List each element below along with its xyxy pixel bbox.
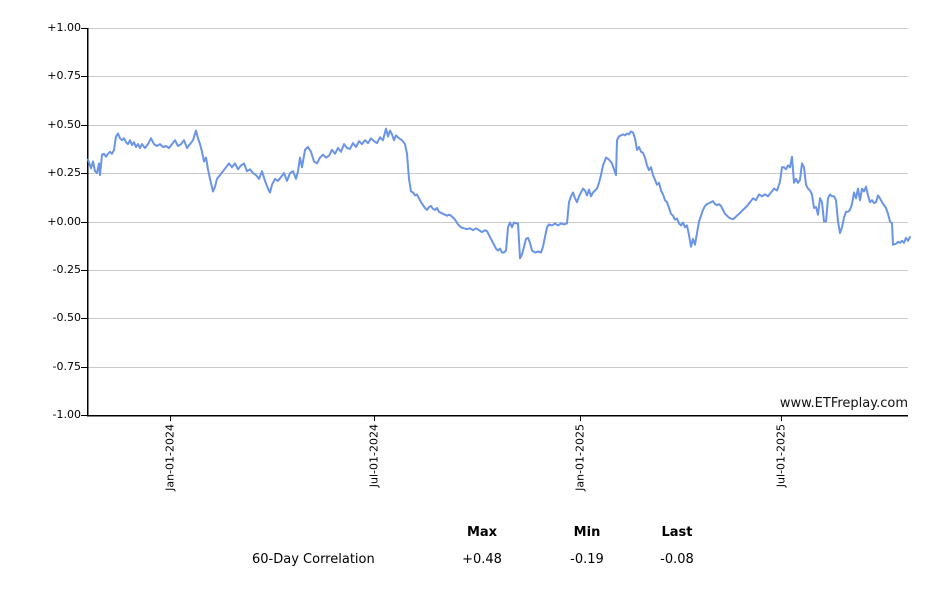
min-header: Min: [573, 525, 601, 540]
max-value: +0.48: [462, 552, 502, 567]
y-tick-label: +0.75: [47, 69, 81, 82]
last-header: Last: [661, 525, 693, 540]
min-value: -0.19: [570, 552, 604, 567]
correlation-chart: +1.00 +0.75 +0.50 +0.25 +0.00 -0.25 -0.50 -0.75…: [47, 21, 911, 491]
plot-area: [81, 28, 911, 421]
y-tick-label: +1.00: [47, 21, 81, 34]
series-row-label: 60-Day Correlation: [252, 552, 375, 567]
y-tick-label: +0.25: [47, 166, 81, 179]
x-tick-label: Jul-01-2024: [367, 424, 381, 488]
y-tick-label: -0.75: [52, 360, 81, 373]
y-tick-label: -1.00: [52, 408, 81, 421]
correlation-line: [87, 127, 911, 260]
x-tick-label: Jan-01-2025: [573, 424, 587, 491]
watermark-text: www.ETFreplay.com: [779, 396, 908, 411]
x-tick-label: Jul-01-2025: [774, 424, 788, 488]
max-header: Max: [466, 525, 498, 540]
last-value: -0.08: [660, 552, 694, 567]
x-tick-label: Jan-01-2024: [163, 424, 177, 491]
y-tick-label: +0.00: [47, 215, 81, 228]
y-tick-label: +0.50: [47, 118, 81, 131]
y-tick-label: -0.50: [52, 311, 81, 324]
y-tick-label: -0.25: [52, 263, 81, 276]
